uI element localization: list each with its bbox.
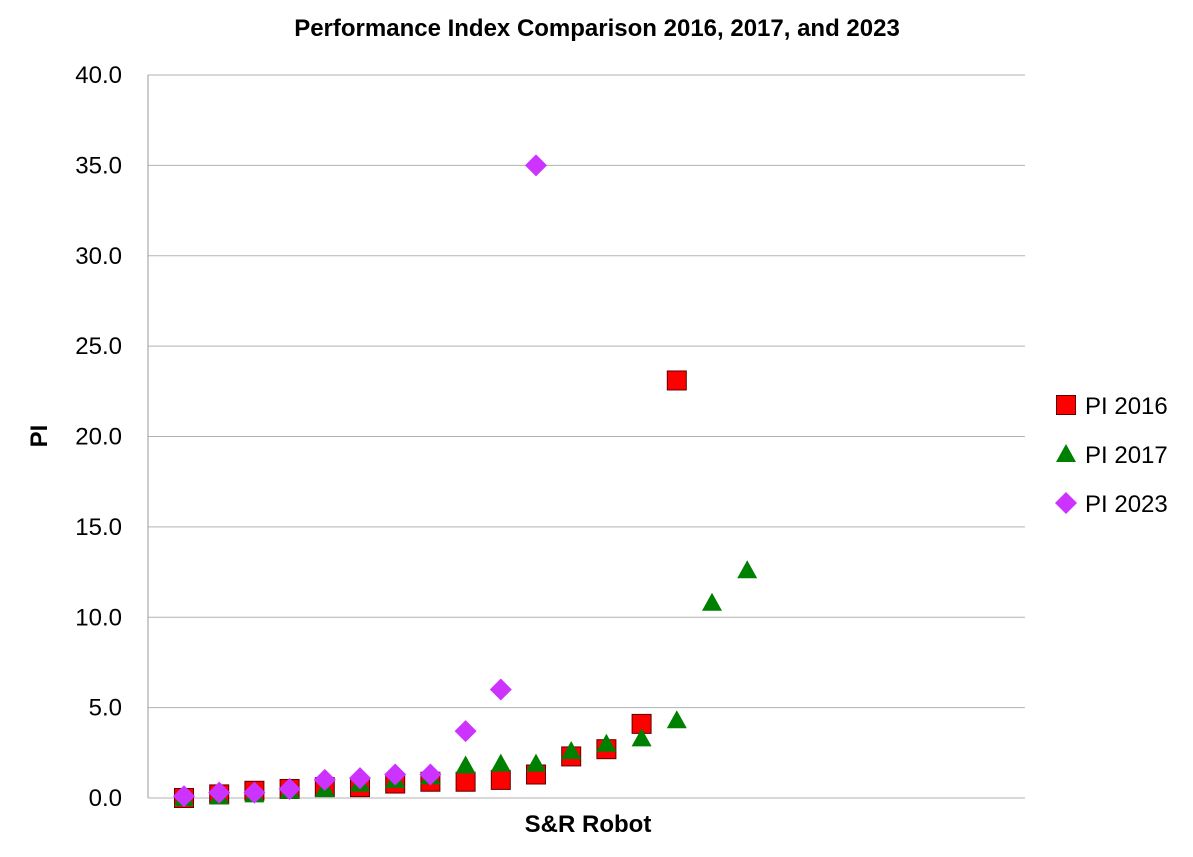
y-tick-label: 30.0 bbox=[75, 243, 122, 270]
data-point-diamond bbox=[489, 678, 512, 701]
x-axis-title: S&R Robot bbox=[525, 811, 652, 838]
y-tick-label: 25.0 bbox=[75, 333, 122, 360]
data-point-triangle bbox=[526, 753, 546, 772]
data-point-diamond bbox=[243, 781, 266, 804]
data-point-triangle bbox=[666, 710, 687, 729]
legend-marker-square bbox=[1056, 395, 1076, 415]
data-point-triangle bbox=[737, 560, 758, 579]
data-point-triangle bbox=[455, 755, 476, 774]
series-pi-2017 bbox=[174, 560, 758, 806]
data-point-diamond bbox=[278, 777, 301, 800]
data-point-diamond bbox=[208, 781, 231, 804]
y-tick-label: 10.0 bbox=[75, 604, 122, 631]
legend-label: PI 2016 bbox=[1085, 393, 1168, 420]
data-point-diamond bbox=[525, 154, 547, 177]
gridlines bbox=[148, 74, 1025, 799]
y-tick-label: 40.0 bbox=[75, 62, 122, 89]
data-point-triangle bbox=[561, 741, 582, 760]
data-point-triangle bbox=[596, 733, 617, 752]
chart-title: Performance Index Comparison 2016, 2017,… bbox=[294, 15, 900, 42]
series-pi-2023 bbox=[173, 154, 547, 808]
data-point-diamond bbox=[349, 767, 371, 790]
data-point-diamond bbox=[384, 763, 407, 786]
data-point-triangle bbox=[702, 592, 722, 611]
legend-marker-triangle bbox=[1056, 444, 1076, 462]
y-tick-label: 35.0 bbox=[75, 152, 122, 179]
data-point-triangle bbox=[490, 753, 511, 772]
data-point-square bbox=[490, 769, 511, 790]
y-axis-title: PI bbox=[26, 425, 53, 448]
y-tick-label: 0.0 bbox=[89, 785, 122, 812]
legend-label: PI 2017 bbox=[1085, 442, 1168, 469]
series-layer bbox=[173, 154, 758, 808]
legend-label: PI 2023 bbox=[1085, 491, 1168, 518]
data-point-diamond bbox=[454, 720, 477, 743]
data-point-square bbox=[455, 771, 476, 792]
data-point-triangle bbox=[631, 728, 652, 747]
legend-marker-diamond bbox=[1055, 492, 1077, 514]
legend-item: PI 2017 bbox=[1056, 442, 1168, 469]
data-point-diamond bbox=[313, 768, 336, 791]
legend-item: PI 2016 bbox=[1056, 393, 1168, 420]
data-point-square bbox=[666, 370, 687, 391]
data-point-diamond bbox=[173, 785, 195, 808]
y-tick-label: 5.0 bbox=[89, 695, 122, 722]
y-tick-label: 15.0 bbox=[75, 514, 122, 541]
data-point-diamond bbox=[419, 763, 442, 786]
y-tick-label: 20.0 bbox=[75, 424, 122, 451]
y-axis-ticks: 0.0 5.0 10.0 15.0 20.0 25.0 30.0 35.0 40.0 bbox=[75, 62, 122, 812]
legend-item: PI 2023 bbox=[1055, 491, 1168, 518]
legend: PI 2016 PI 2017 PI 2023 bbox=[1055, 393, 1168, 518]
